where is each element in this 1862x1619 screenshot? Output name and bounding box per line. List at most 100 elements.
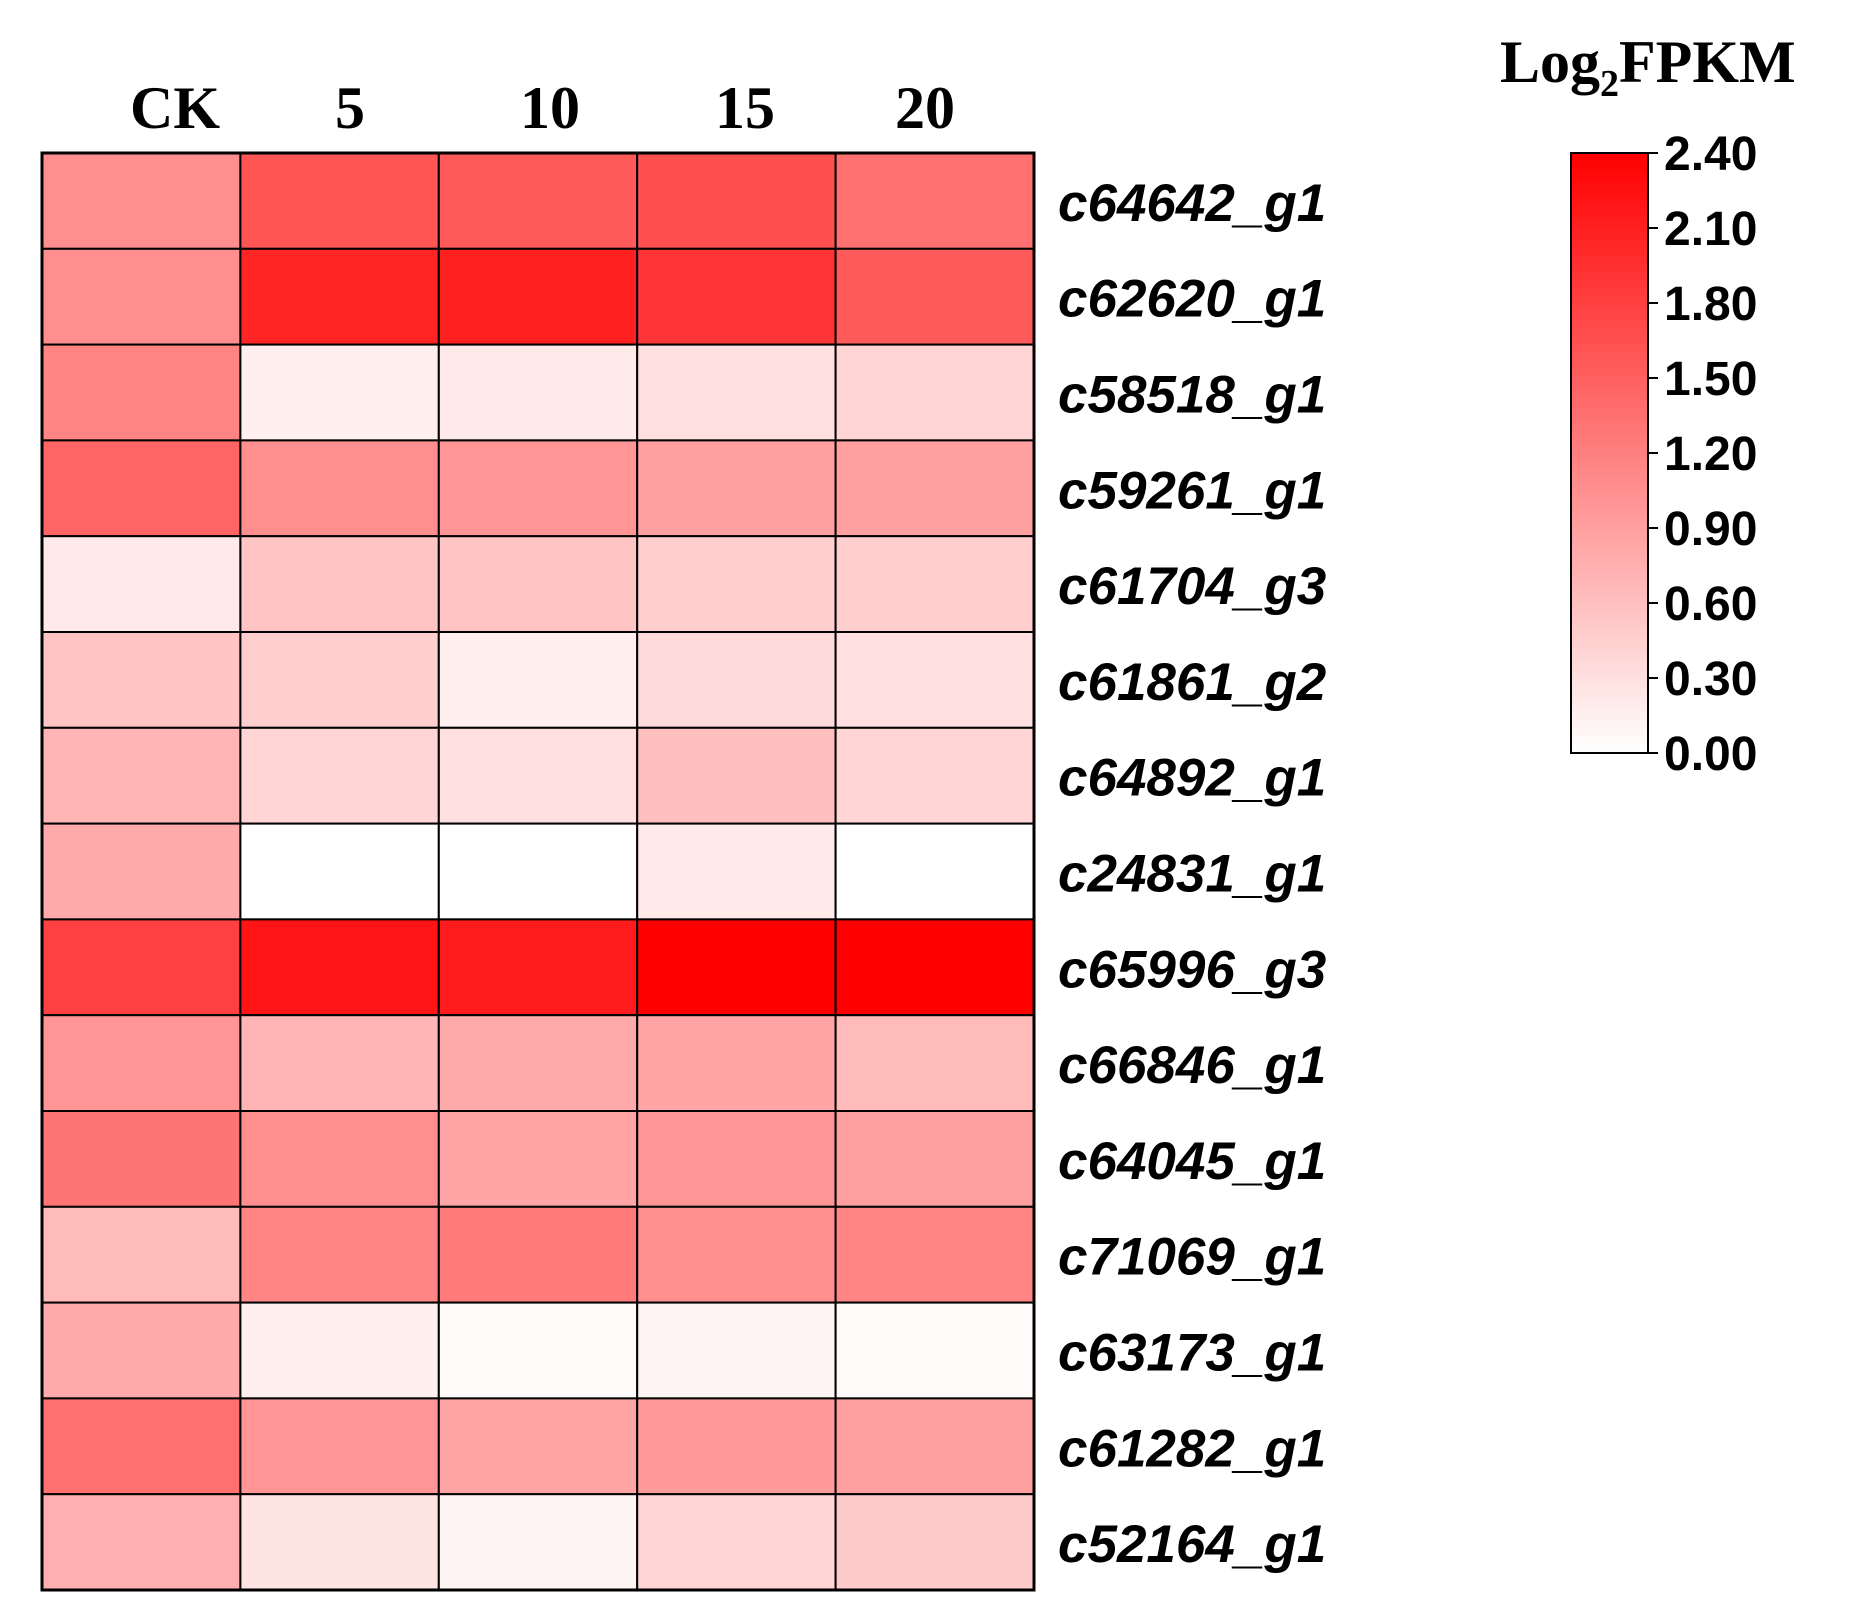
- colorbar-tick-label: 0.00: [1664, 728, 1757, 781]
- heatmap-cell-c71069_g1-5: [239, 1205, 440, 1304]
- row-label-c64892_g1: c64892_g1: [1058, 749, 1326, 808]
- row-labels: c64642_g1 c62620_g1 c58518_g1 c59261_g1 c617…: [1058, 174, 1326, 1574]
- heatmap-cell-c66846_g1-20: [834, 1014, 1035, 1113]
- heatmap-cell-c61282_g1-5: [239, 1397, 440, 1496]
- colorbar-tick-label: 2.10: [1664, 203, 1757, 256]
- colorbar-legend: Log2FPKM 2.40 2.10 1.80 1.50 1.20 0.90 0.60 0.3…: [1500, 29, 1796, 781]
- heatmap-cell-c61282_g1-10: [437, 1397, 639, 1496]
- heatmap-cell-c61282_g1-15: [636, 1397, 837, 1496]
- heatmap-cell-c24831_g1-CK: [41, 822, 242, 921]
- heatmap-border: [40, 151, 1036, 1592]
- column-label-10: 10: [520, 75, 580, 141]
- row-label-c65996_g3: c65996_g3: [1058, 940, 1326, 999]
- heatmap-cell-c61704_g3-20: [834, 535, 1035, 634]
- heatmap-cell-c52164_g1-CK: [41, 1493, 242, 1591]
- row-label-c61861_g2: c61861_g2: [1058, 653, 1326, 712]
- heatmap-cell-c61282_g1-20: [834, 1397, 1035, 1496]
- heatmap-cell-c64642_g1-20: [834, 152, 1035, 250]
- heatmap-cell-c65996_g3-5: [239, 918, 440, 1017]
- heatmap-cell-c64892_g1-10: [437, 726, 639, 825]
- heatmap-cell-c59261_g1-15: [636, 439, 837, 538]
- colorbar-tick-label: 2.40: [1664, 128, 1757, 181]
- colorbar-tick-label: 0.60: [1664, 578, 1757, 631]
- heatmap-cell-c58518_g1-15: [636, 343, 837, 442]
- heatmap-cell-c66846_g1-10: [437, 1014, 639, 1113]
- colorbar-tick-label: 0.30: [1664, 653, 1757, 706]
- heatmap-cell-c61282_g1-CK: [41, 1397, 242, 1496]
- heatmap-cell-c71069_g1-20: [834, 1205, 1035, 1304]
- heatmap-cell-c63173_g1-15: [636, 1301, 837, 1400]
- row-label-c62620_g1: c62620_g1: [1058, 270, 1326, 329]
- heatmap-cell-c58518_g1-5: [239, 343, 440, 442]
- heatmap-cell-c62620_g1-5: [239, 247, 440, 346]
- colorbar-title-rest: FPKM: [1619, 29, 1796, 95]
- heatmap-cell-c65996_g3-CK: [41, 918, 242, 1017]
- heatmap-cell-c52164_g1-5: [239, 1493, 440, 1591]
- heatmap-cell-c66846_g1-5: [239, 1014, 440, 1113]
- heatmap-cell-c24831_g1-10: [437, 822, 639, 921]
- row-label-c71069_g1: c71069_g1: [1058, 1228, 1326, 1287]
- heatmap-cell-c64892_g1-15: [636, 726, 837, 825]
- heatmap-cell-c65996_g3-15: [636, 918, 837, 1017]
- colorbar-tick-label: 1.80: [1664, 278, 1757, 331]
- heatmap-cell-c64642_g1-5: [239, 152, 440, 250]
- heatmap-cell-c71069_g1-15: [636, 1205, 837, 1304]
- heatmap-cell-c65996_g3-10: [437, 918, 639, 1017]
- colorbar-title: Log2FPKM: [1500, 29, 1796, 105]
- heatmap-cell-c64045_g1-5: [239, 1110, 440, 1208]
- heatmap-cell-c62620_g1-CK: [41, 247, 242, 346]
- heatmap-cell-c61704_g3-10: [437, 535, 639, 634]
- colorbar-tick-label: 0.90: [1664, 503, 1757, 556]
- heatmap-cell-c59261_g1-10: [437, 439, 639, 538]
- heatmap-cell-c64892_g1-CK: [41, 726, 242, 825]
- heatmap-cell-c61704_g3-5: [239, 535, 440, 634]
- heatmap-cell-c24831_g1-5: [239, 822, 440, 921]
- heatmap-cell-c61861_g2-20: [834, 631, 1035, 729]
- heatmap-cell-c24831_g1-15: [636, 822, 837, 921]
- heatmap-cell-c62620_g1-15: [636, 247, 837, 346]
- heatmap-cell-c66846_g1-15: [636, 1014, 837, 1113]
- heatmap-cell-c52164_g1-10: [437, 1493, 639, 1591]
- row-label-c59261_g1: c59261_g1: [1058, 461, 1326, 520]
- heatmap-cell-c64642_g1-10: [437, 152, 639, 250]
- heatmap-cell-c62620_g1-10: [437, 247, 639, 346]
- heatmap-cell-c64045_g1-10: [437, 1110, 639, 1208]
- column-label-5: 5: [335, 75, 365, 141]
- column-label-20: 20: [895, 75, 955, 141]
- row-label-c58518_g1: c58518_g1: [1058, 366, 1326, 425]
- heatmap-cell-c58518_g1-20: [834, 343, 1035, 442]
- colorbar-title-subscript: 2: [1600, 63, 1619, 105]
- heatmap-cell-c24831_g1-20: [834, 822, 1035, 921]
- heatmap-cell-c64045_g1-CK: [41, 1110, 242, 1208]
- row-label-c63173_g1: c63173_g1: [1058, 1324, 1326, 1383]
- heatmap-cell-c71069_g1-CK: [41, 1205, 242, 1304]
- column-label-CK: CK: [130, 75, 220, 141]
- heatmap-cell-c61861_g2-10: [437, 631, 639, 729]
- heatmap-cell-c59261_g1-5: [239, 439, 440, 538]
- heatmap-cell-c59261_g1-CK: [41, 439, 242, 538]
- heatmap-cell-c59261_g1-20: [834, 439, 1035, 538]
- heatmap-cell-c52164_g1-15: [636, 1493, 837, 1591]
- heatmap-cells: [40, 151, 1036, 1592]
- heatmap-cell-c64892_g1-5: [239, 726, 440, 825]
- heatmap-cell-c61861_g2-5: [239, 631, 440, 729]
- heatmap-cell-c63173_g1-10: [437, 1301, 639, 1400]
- colorbar-gradient: [1570, 152, 1649, 754]
- column-label-15: 15: [715, 75, 775, 141]
- heatmap-cell-c58518_g1-CK: [41, 343, 242, 442]
- heatmap-cell-c58518_g1-10: [437, 343, 639, 442]
- colorbar-ticks: 2.40 2.10 1.80 1.50 1.20 0.90 0.60 0.30 0.00: [1648, 128, 1757, 781]
- heatmap-cell-c63173_g1-20: [834, 1301, 1035, 1400]
- heatmap-cell-c66846_g1-CK: [41, 1014, 242, 1113]
- heatmap-cell-c64892_g1-20: [834, 726, 1035, 825]
- heatmap-cell-c61704_g3-15: [636, 535, 837, 634]
- colorbar-title-base: Log: [1500, 29, 1600, 95]
- row-label-c64045_g1: c64045_g1: [1058, 1132, 1326, 1191]
- heatmap-cell-c64045_g1-20: [834, 1110, 1035, 1208]
- heatmap-cell-c52164_g1-20: [834, 1493, 1035, 1591]
- row-label-c61704_g3: c61704_g3: [1058, 557, 1326, 616]
- row-label-c64642_g1: c64642_g1: [1058, 174, 1326, 233]
- heatmap-cell-c63173_g1-5: [239, 1301, 440, 1400]
- heatmap-cell-c61704_g3-CK: [41, 535, 242, 634]
- heatmap-cell-c62620_g1-20: [834, 247, 1035, 346]
